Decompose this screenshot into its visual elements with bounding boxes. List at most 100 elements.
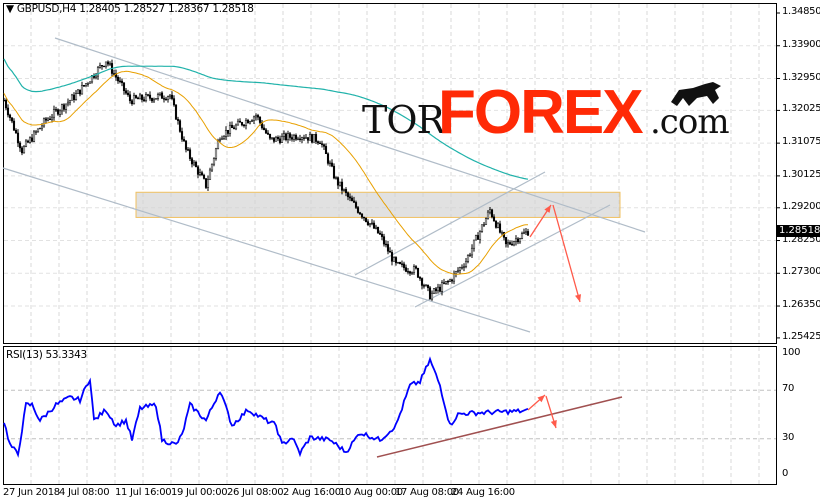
candle-body — [226, 129, 230, 134]
candle-body — [184, 140, 188, 150]
candle-body — [392, 257, 396, 262]
candle-body — [428, 287, 432, 300]
candle-body — [492, 216, 496, 222]
candle-body — [314, 134, 318, 142]
candle-body — [50, 116, 54, 120]
candle-body — [262, 127, 266, 131]
candle-body — [162, 98, 166, 100]
candle-body — [174, 104, 178, 120]
candle-body — [186, 149, 190, 151]
candle-body — [346, 192, 350, 198]
price-tick-label: 1.34850 — [782, 6, 820, 17]
candle-body — [238, 120, 242, 123]
rsi-down-arrow-head — [550, 420, 557, 428]
candle-body — [308, 134, 312, 141]
candle-body — [194, 161, 198, 168]
price-tick-label: 1.30125 — [782, 168, 820, 180]
candle-body — [146, 94, 150, 96]
candle-body — [138, 94, 142, 100]
bull-icon — [671, 82, 721, 106]
candle-body — [470, 247, 474, 256]
candle-body — [446, 281, 450, 283]
candle-body — [440, 282, 444, 292]
candle-body — [406, 271, 410, 273]
candle-body — [384, 243, 388, 246]
candle-body — [44, 118, 48, 121]
candle-body — [38, 127, 42, 130]
candle-body — [472, 239, 476, 249]
candle-body — [518, 238, 522, 243]
candle-body — [438, 286, 442, 292]
candle-body — [320, 143, 324, 145]
candle-body — [400, 263, 404, 265]
time-tick-label: 17 Aug 08:00 — [395, 487, 459, 498]
candle-body — [100, 65, 104, 67]
candle-body — [322, 144, 326, 147]
candle-body — [56, 109, 60, 115]
candle-body — [340, 181, 344, 191]
candle-body — [296, 138, 300, 140]
candle-body — [228, 124, 232, 134]
candle-body — [158, 92, 162, 95]
candle-body — [140, 94, 144, 100]
candle-body — [266, 132, 270, 135]
candle-body — [122, 82, 126, 91]
candle-body — [482, 224, 486, 226]
time-tick-label: 24 Aug 16:00 — [451, 487, 515, 498]
candle-body — [348, 196, 352, 199]
candle-body — [386, 244, 390, 252]
rsi-up-arrow-head — [537, 395, 545, 403]
candle-body — [264, 129, 268, 134]
candle-body — [84, 83, 88, 87]
candle-body — [206, 179, 210, 188]
candle-body — [34, 131, 38, 133]
candle-body — [178, 120, 182, 132]
candle-body — [454, 271, 458, 274]
candle-body — [526, 231, 530, 236]
resistance-zone — [135, 191, 621, 218]
candle-body — [310, 134, 314, 143]
candle-body — [72, 94, 76, 100]
candle-body — [78, 89, 82, 95]
candle-body — [294, 135, 298, 140]
time-tick-label: 27 Jun 2018 — [3, 487, 60, 498]
candle-body — [362, 216, 366, 219]
candle-body — [342, 189, 346, 191]
candle-body — [450, 279, 454, 282]
trend-channel-line — [414, 204, 611, 308]
candle-body — [306, 137, 310, 141]
down-arrow-head — [575, 294, 582, 302]
candle-body — [448, 279, 452, 282]
candle-body — [462, 266, 466, 268]
candle-body — [240, 122, 244, 126]
logo-com: .com — [650, 102, 730, 142]
time-tick-label: 26 Jul 08:00 — [227, 487, 284, 498]
rsi-header: RSI(13) 53.3343 — [6, 349, 87, 361]
candle-body — [242, 124, 246, 127]
candle-body — [394, 257, 398, 264]
logo-tor: TOR — [362, 98, 445, 142]
candle-body — [388, 250, 392, 253]
candle-body — [432, 288, 436, 294]
candle-body — [344, 189, 348, 193]
candle-body — [172, 98, 176, 106]
chart-header: ▼ GBPUSD,H4 1.28405 1.28527 1.28367 1.28… — [6, 3, 254, 15]
candle-body — [248, 121, 252, 124]
candle-body — [22, 145, 26, 154]
candle-body — [180, 131, 184, 140]
candle-body — [318, 142, 322, 145]
candle-body — [246, 120, 250, 124]
candle-body — [278, 138, 282, 143]
candle-body — [398, 262, 402, 265]
candle-body — [70, 94, 74, 101]
candle-body — [134, 95, 138, 99]
candle-body — [108, 63, 112, 65]
candle-body — [334, 177, 338, 179]
candle-body — [312, 134, 316, 143]
candle-body — [202, 174, 206, 179]
candle-body — [378, 232, 382, 235]
dropdown-triangle-icon[interactable]: ▼ — [6, 3, 14, 15]
logo-forex: FOREX — [438, 78, 644, 147]
candle-body — [16, 132, 20, 144]
